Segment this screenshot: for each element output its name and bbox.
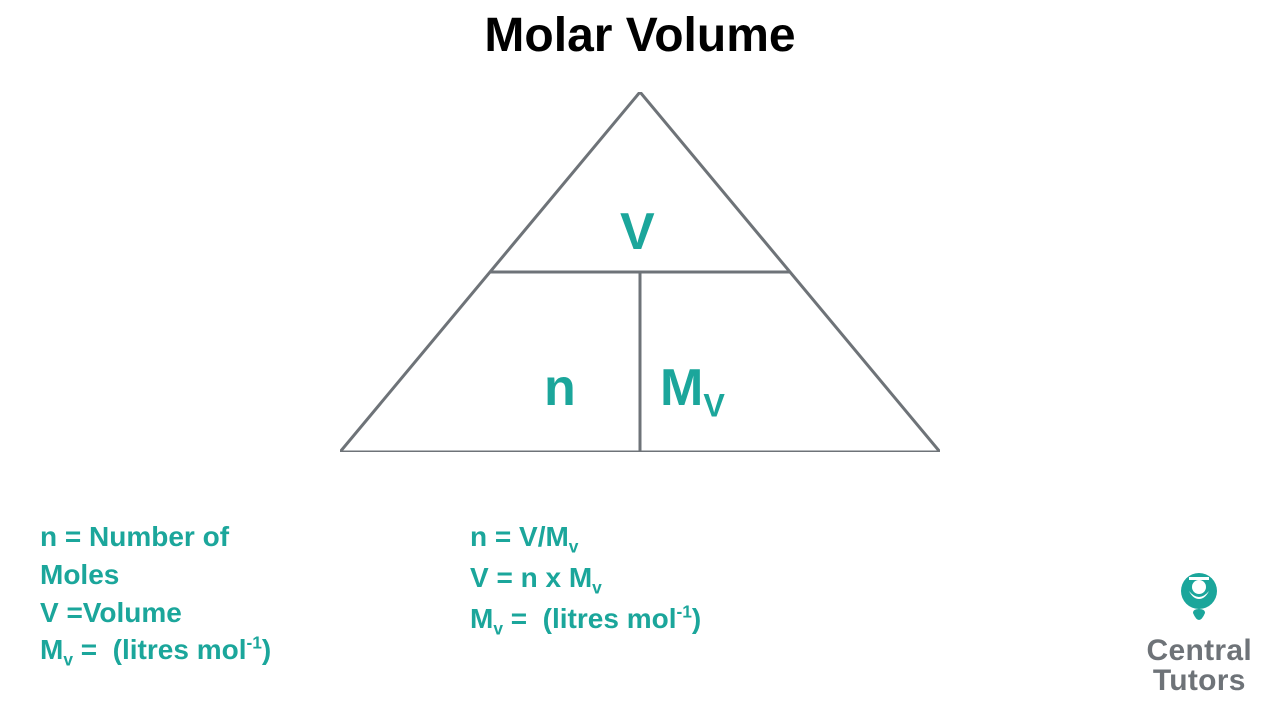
definition-line: n = Number of (40, 518, 460, 556)
triangle-label-top: V (620, 202, 655, 262)
equation-line: Mv = (litres mol-1) (470, 600, 970, 641)
definition-line: Mv = (litres mol-1) (40, 631, 460, 672)
formula-triangle: V n MV (340, 92, 940, 452)
brand-logo: Central Tutors (1147, 569, 1252, 696)
definition-line: V =Volume (40, 594, 460, 632)
logo-icon (1171, 569, 1227, 631)
definitions-block: n = Number ofMolesV =VolumeMv = (litres … (40, 518, 460, 672)
page-root: Molar Volume V n MV n = Number ofMolesV … (0, 0, 1280, 720)
definition-line: Moles (40, 556, 460, 594)
logo-text-line1: Central (1147, 636, 1252, 666)
page-title: Molar Volume (0, 8, 1280, 63)
equation-line: V = n x Mv (470, 559, 970, 600)
equation-line: n = V/Mv (470, 518, 970, 559)
equations-block: n = V/MvV = n x MvMv = (litres mol-1) (470, 518, 970, 641)
triangle-label-left: n (544, 358, 576, 418)
logo-text-line2: Tutors (1147, 666, 1252, 696)
triangle-label-right: MV (660, 358, 725, 424)
triangle-svg (340, 92, 940, 452)
